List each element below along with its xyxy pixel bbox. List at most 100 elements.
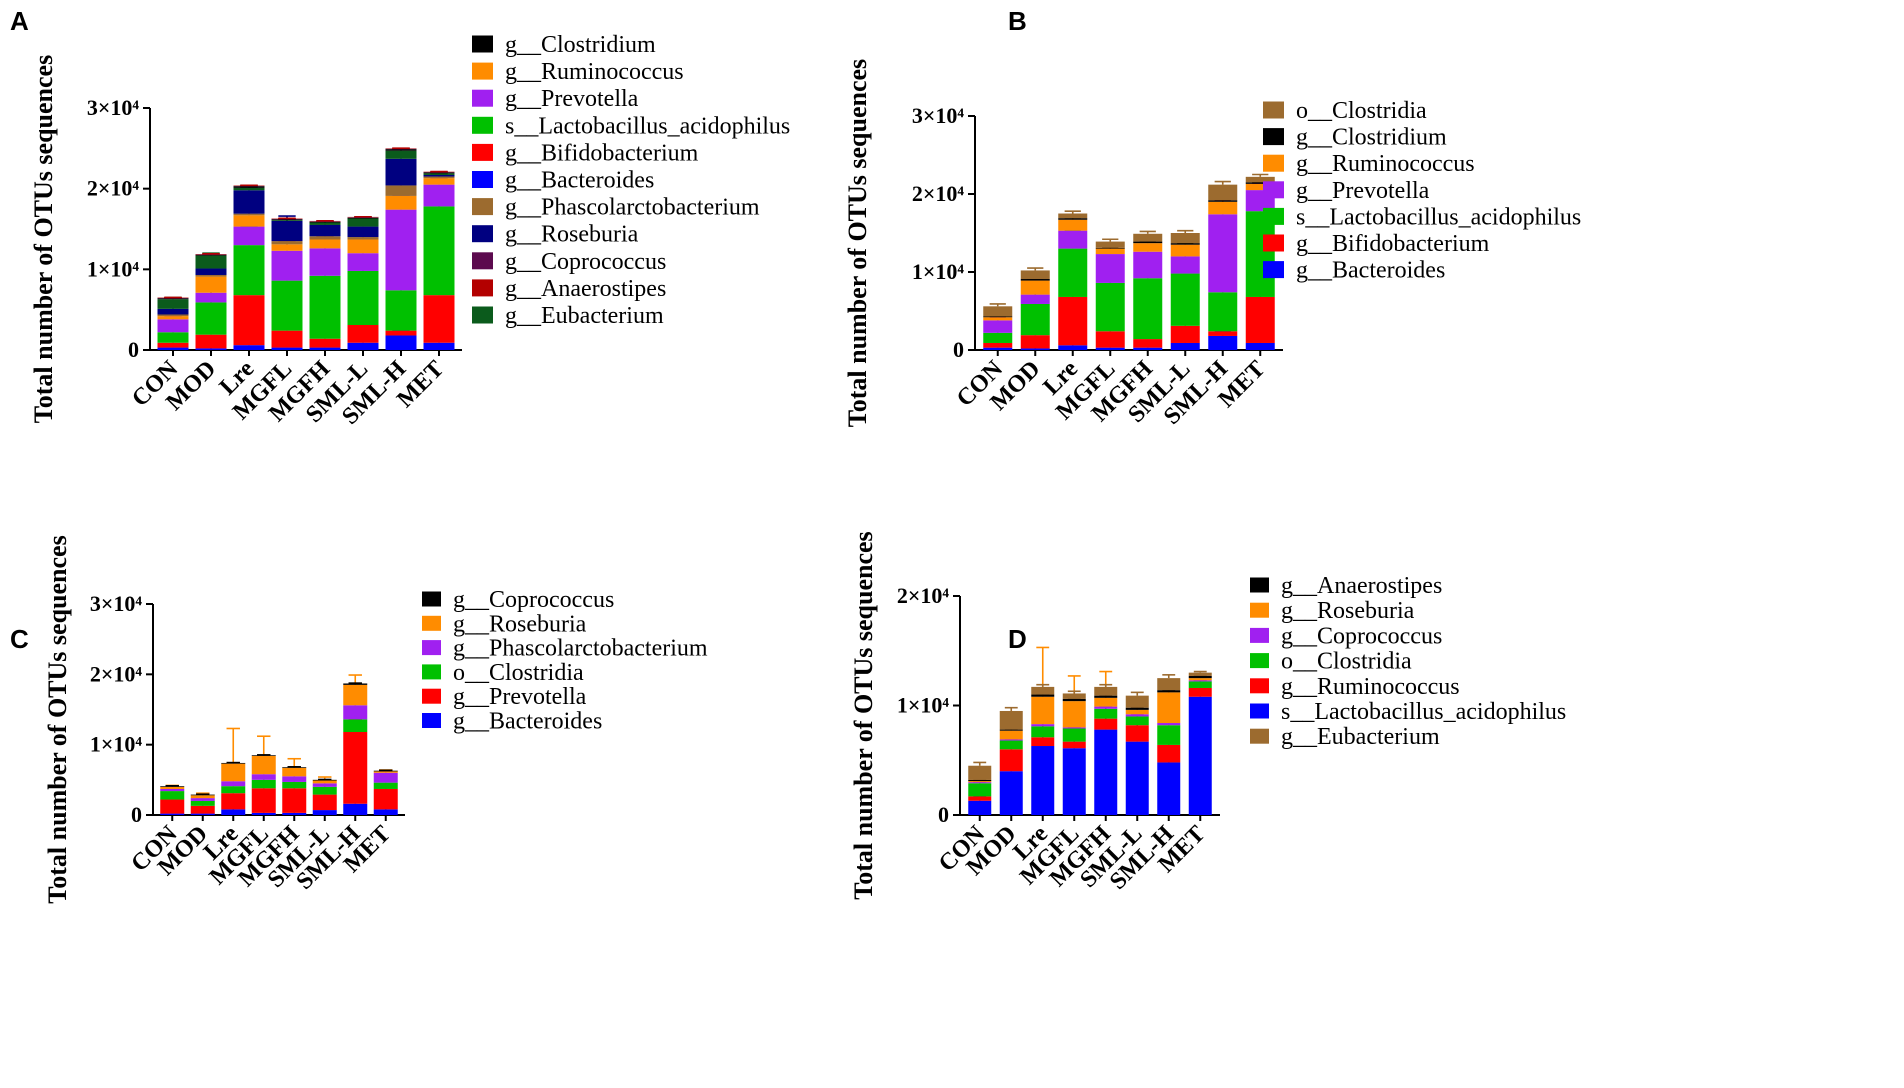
bar-segment-g-bacteroides-sml-h [386, 335, 417, 350]
bar-segment-g-bifidobacterium-mod [196, 335, 227, 349]
bar-segment-g-bifidobacterium-met [424, 295, 455, 343]
legend-label-s-lactobacillus-acidophilus: s__Lactobacillus_acidophilus [1281, 699, 1566, 725]
bar-segment-g-ruminococcus-lre [1058, 220, 1087, 231]
bar-segment-g-clostridium-lre [1058, 218, 1087, 220]
bar-segment-s-lactobacillus-acidophilus-lre [1058, 249, 1087, 297]
bar-segment-g-ruminococcus-mod [196, 277, 227, 293]
bar-segment-g-bifidobacterium-met [1246, 297, 1275, 343]
bar-segment-g-bacteroides-lre [234, 345, 265, 350]
bar-segment-g-bifidobacterium-mgfl [272, 331, 303, 348]
bar-segment-g-prevotella-lre [221, 793, 245, 809]
bar-segment-g-bacteroides-con [160, 814, 184, 815]
bar-segment-g-phascolarctobacterium-sml-h [343, 705, 367, 719]
bar-segment-o-clostridia-lre [1058, 214, 1087, 219]
legend-swatch [1250, 678, 1269, 693]
bar-segment-o-clostridia-mgfl [1096, 242, 1125, 248]
bar-segment-g-eubacterium-sml-l [348, 219, 379, 227]
bar-segment-g-phascolarctobacterium-mgfl [272, 241, 303, 244]
y-tick-label: 3×10⁴ [90, 591, 143, 616]
legend-label-g-coprococcus: g__Coprococcus [1281, 623, 1442, 649]
bar-segment-g-ruminococcus-mgfl [272, 244, 303, 250]
bar-segment-g-prevotella-con [983, 320, 1012, 332]
legend-label-g-prevotella: g__Prevotella [453, 684, 587, 710]
bar-segment-g-prevotella-con [158, 319, 189, 332]
bar-segment-g-roseburia-mod [1000, 731, 1023, 740]
bar-segment-s-lactobacillus-acidophilus-mgfh [1094, 730, 1117, 815]
bar-segment-g-roseburia-sml-l [1126, 710, 1149, 714]
bar-segment-o-clostridia-sml-h [1157, 725, 1180, 745]
bar-segment-g-bacteroides-mgfh [310, 348, 341, 350]
legend-swatch [1263, 261, 1284, 278]
legend-swatch [422, 713, 441, 728]
bar-segment-s-lactobacillus-acidophilus-con [158, 332, 189, 342]
bar-segment-g-ruminococcus-mgfl [1096, 249, 1125, 254]
bar-segment-g-prevotella-lre [234, 227, 265, 246]
bar-segment-g-eubacterium-met [424, 173, 455, 175]
y-tick-label: 2×10⁴ [897, 583, 950, 608]
bar-segment-g-bifidobacterium-mgfh [310, 339, 341, 348]
legend-swatch [1250, 729, 1269, 744]
legend-swatch [472, 117, 493, 134]
bar-segment-o-clostridia-mgfh [282, 782, 306, 788]
bar-segment-g-roseburia-sml-h [343, 685, 367, 705]
bar-segment-g-eubacterium-mgfh [310, 223, 341, 225]
bar-segment-s-lactobacillus-acidophilus-mgfl [272, 281, 303, 331]
bar-segment-g-bacteroides-sml-h [1208, 336, 1237, 350]
bar-segment-g-bifidobacterium-con [983, 343, 1012, 348]
bar-segment-g-ruminococcus-met [1189, 688, 1212, 697]
legend-swatch [1250, 653, 1269, 668]
bar-segment-o-clostridia-con [983, 306, 1012, 316]
legend-swatch [422, 689, 441, 704]
bar-segment-g-bacteroides-met [424, 343, 455, 350]
bar-segment-g-prevotella-lre [1058, 231, 1087, 249]
bar-segment-g-prevotella-sml-l [1171, 256, 1200, 273]
y-tick-label: 1×10⁴ [897, 693, 950, 718]
legend-label-g-ruminococcus: g__Ruminococcus [1296, 151, 1475, 177]
legend-swatch [472, 90, 493, 107]
bar-segment-o-clostridia-lre [221, 786, 245, 793]
bar-segment-o-clostridia-mgfh [1133, 234, 1162, 242]
bar-segment-g-roseburia-mod [191, 795, 215, 798]
bar-segment-g-clostridium-sml-h [1208, 200, 1237, 202]
bar-segment-g-roseburia-con [158, 309, 189, 315]
bar-segment-g-ruminococcus-mgfl [1063, 742, 1086, 749]
bar-segment-o-clostridia-sml-h [1208, 185, 1237, 201]
legend-label-g-eubacterium: g__Eubacterium [1281, 724, 1440, 750]
legend-swatch [1263, 155, 1284, 172]
bar-segment-s-lactobacillus-acidophilus-sml-l [348, 271, 379, 325]
legend-swatch [1250, 603, 1269, 618]
bar-segment-g-ruminococcus-sml-l [348, 239, 379, 253]
legend-swatch [472, 171, 493, 188]
bar-segment-g-phascolarctobacterium-sml-l [348, 237, 379, 239]
bar-segment-o-clostridia-con [160, 791, 184, 799]
bar-segment-o-clostridia-mod [1021, 270, 1050, 279]
legend-label-g-clostridium: g__Clostridium [505, 32, 656, 58]
bar-segment-s-lactobacillus-acidophilus-mgfh [310, 276, 341, 339]
bar-segment-g-bacteroides-mgfl [272, 348, 303, 350]
legend-label-o-clostridia: o__Clostridia [1296, 98, 1427, 124]
bar-segment-g-eubacterium-mod [1000, 711, 1023, 730]
legend-swatch [1263, 181, 1284, 198]
y-tick-label: 1×10⁴ [90, 732, 143, 757]
bar-segment-g-roseburia-lre [234, 190, 265, 213]
bar-segment-s-lactobacillus-acidophilus-sml-h [386, 290, 417, 330]
bar-segment-s-lactobacillus-acidophilus-mgfl [1096, 283, 1125, 331]
bar-segment-s-lactobacillus-acidophilus-con [983, 333, 1012, 343]
bar-segment-g-coprococcus-lre [1031, 724, 1054, 726]
bar-segment-g-roseburia-lre [221, 764, 245, 782]
bar-segment-g-eubacterium-con [158, 299, 189, 309]
legend-label-o-clostridia: o__Clostridia [1281, 649, 1412, 675]
bar-segment-s-lactobacillus-acidophilus-mod [196, 302, 227, 334]
bar-segment-g-ruminococcus-con [158, 316, 189, 319]
bar-segment-g-prevotella-mod [1021, 295, 1050, 304]
legend-swatch [1263, 102, 1284, 119]
legend-swatch [472, 198, 493, 215]
bar-segment-g-prevotella-mgfh [1133, 252, 1162, 279]
bar-segment-g-roseburia-mgfl [272, 221, 303, 241]
legend-swatch [1263, 128, 1284, 145]
bar-segment-s-lactobacillus-acidophilus-con [968, 801, 991, 815]
legend-label-g-roseburia: g__Roseburia [453, 611, 587, 637]
bar-segment-g-roseburia-con [968, 781, 991, 782]
bar-segment-o-clostridia-met [1189, 681, 1212, 688]
